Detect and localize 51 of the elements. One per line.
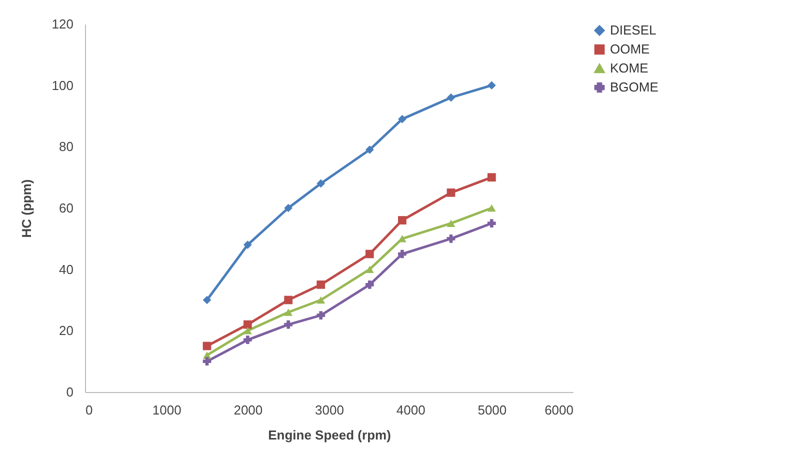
point — [202, 357, 212, 366]
point — [446, 188, 456, 197]
x-tick-label: 0 — [86, 402, 93, 418]
point — [365, 280, 374, 289]
point — [316, 280, 326, 289]
x-tick-label: 6000 — [544, 402, 574, 418]
legend-label: DIESEL — [610, 22, 656, 38]
y-tick-label: 60 — [59, 200, 74, 216]
point — [446, 93, 456, 102]
point — [316, 296, 326, 304]
x-axis-title: Engine Speed (rpm) — [268, 428, 391, 442]
point — [202, 342, 212, 350]
point — [284, 308, 293, 316]
y-axis-title: HC (ppm) — [18, 179, 34, 238]
x-tick-label: 1000 — [152, 402, 182, 418]
point — [398, 250, 406, 258]
point — [243, 336, 252, 344]
y-tick-label: 20 — [59, 323, 74, 338]
point — [398, 114, 406, 124]
x-tick-label: 4000 — [396, 402, 426, 418]
point — [398, 235, 406, 242]
point — [243, 320, 252, 329]
point — [284, 296, 293, 304]
y-tick-label: 40 — [59, 262, 74, 277]
point — [284, 320, 293, 329]
point — [202, 296, 212, 304]
point — [487, 81, 496, 90]
point — [316, 179, 326, 188]
y-tick-label: 100 — [52, 78, 74, 93]
point — [284, 204, 293, 212]
y-tick-label: 80 — [59, 139, 74, 154]
point — [487, 173, 496, 182]
legend-label: KOME — [610, 60, 649, 76]
point — [365, 146, 374, 154]
point — [365, 266, 374, 273]
point — [446, 234, 456, 243]
point — [243, 240, 252, 249]
x-tick-label: 2000 — [234, 402, 263, 418]
point — [398, 216, 406, 224]
legend-label: OOME — [610, 42, 650, 56]
point — [316, 311, 326, 320]
point — [487, 204, 496, 212]
point — [243, 327, 252, 334]
legend-label: BGOME — [610, 80, 659, 94]
point — [487, 219, 496, 228]
x-tick-label: 5000 — [478, 402, 507, 418]
x-tick-label: 3000 — [315, 402, 344, 418]
point — [446, 220, 456, 227]
point — [365, 250, 374, 258]
y-tick-label: 120 — [52, 16, 74, 32]
y-tick-label: 0 — [66, 384, 74, 400]
